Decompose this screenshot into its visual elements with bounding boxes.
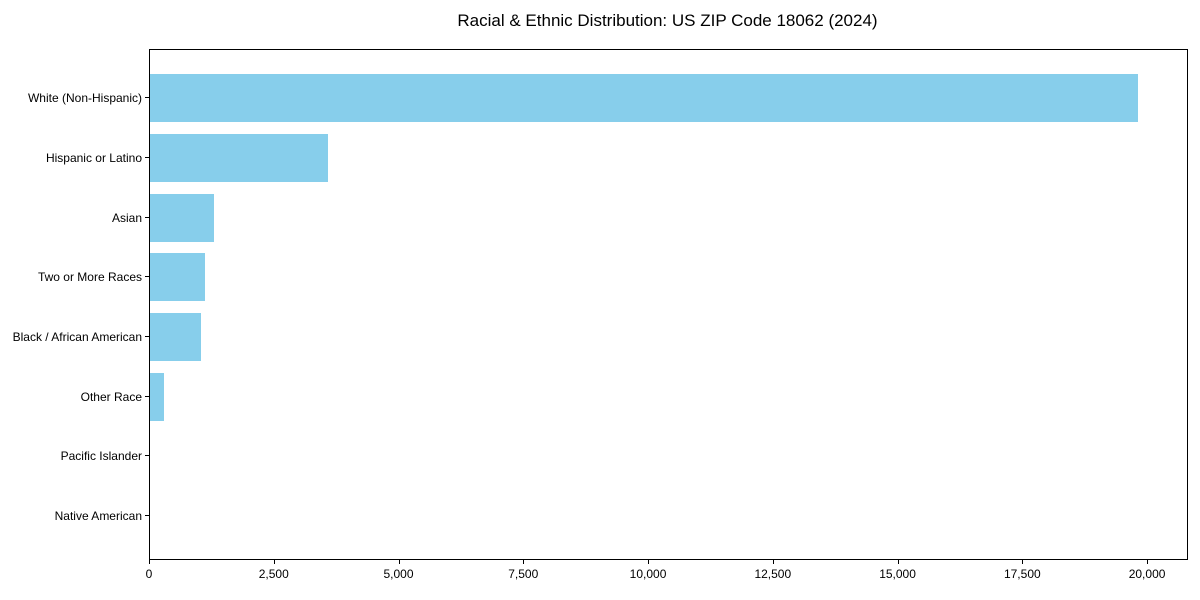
y-tick-label-white-non-hispanic: White (Non-Hispanic) [27, 91, 142, 106]
y-tick-label-pacific-islander: Pacific Islander [60, 449, 142, 464]
y-tick-mark [145, 455, 149, 457]
x-tick-mark [398, 560, 400, 564]
x-tick-label-12500: 12,500 [754, 567, 792, 581]
x-tick-mark [273, 560, 275, 564]
bar-asian [150, 193, 215, 242]
x-tick-mark [1022, 560, 1024, 564]
x-tick-label-0: 0 [145, 567, 153, 581]
bar-two-or-more-races [150, 253, 206, 302]
x-tick-mark [648, 560, 650, 564]
y-tick-label-native-american: Native American [54, 508, 142, 523]
y-tick-mark [145, 97, 149, 99]
bar-other-race [150, 372, 165, 421]
x-tick-label-5000: 5,000 [383, 567, 414, 581]
plot-area [149, 49, 1188, 560]
x-tick-mark [897, 560, 899, 564]
x-tick-mark [149, 560, 150, 564]
y-tick-label-other-race: Other Race [80, 389, 142, 404]
y-tick-label-two-or-more-races: Two or More Races [37, 270, 142, 285]
x-tick-label-10000: 10,000 [629, 567, 667, 581]
chart-title: Racial & Ethnic Distribution: US ZIP Cod… [457, 11, 878, 30]
x-tick-mark [772, 560, 774, 564]
x-tick-mark [1147, 560, 1149, 564]
x-tick-label-20000: 20,000 [1128, 567, 1166, 581]
y-tick-label-black-african-american: Black / African American [12, 329, 142, 344]
x-tick-label-17500: 17,500 [1003, 567, 1041, 581]
x-tick-label-7500: 7,500 [508, 567, 539, 581]
bar-hispanic-or-latino [150, 133, 328, 182]
y-tick-mark [145, 156, 149, 158]
x-tick-label-2500: 2,500 [258, 567, 289, 581]
y-tick-mark [145, 276, 149, 278]
bar-black-african-american [150, 312, 201, 361]
x-tick-mark [523, 560, 525, 564]
bar-white-non-hispanic [150, 74, 1139, 123]
y-tick-mark [145, 335, 149, 337]
x-tick-label-15000: 15,000 [879, 567, 916, 581]
y-tick-label-asian: Asian [111, 210, 142, 225]
y-tick-mark [145, 395, 149, 397]
y-tick-mark [145, 216, 149, 218]
y-tick-mark [145, 514, 149, 516]
y-tick-label-hispanic-or-latino: Hispanic or Latino [45, 150, 142, 165]
